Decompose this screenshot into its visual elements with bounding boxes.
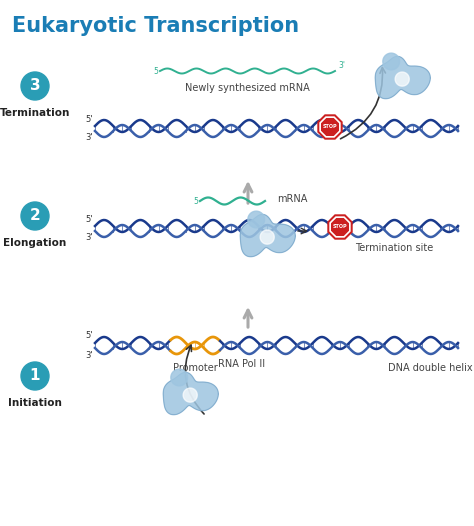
Text: 5': 5' bbox=[85, 331, 93, 340]
Text: 3: 3 bbox=[30, 78, 40, 94]
Text: 3': 3' bbox=[85, 134, 93, 143]
Text: 2: 2 bbox=[29, 208, 40, 224]
Text: 3': 3' bbox=[85, 350, 93, 359]
Polygon shape bbox=[163, 372, 218, 414]
Text: STOP: STOP bbox=[333, 225, 347, 229]
Polygon shape bbox=[395, 72, 409, 86]
Text: 3': 3' bbox=[338, 62, 345, 70]
Text: 5: 5 bbox=[193, 197, 198, 206]
Polygon shape bbox=[183, 388, 197, 402]
Text: 5': 5' bbox=[85, 215, 93, 224]
Polygon shape bbox=[383, 53, 400, 70]
Polygon shape bbox=[248, 211, 264, 228]
Polygon shape bbox=[240, 215, 295, 257]
Text: Elongation: Elongation bbox=[3, 238, 67, 248]
Text: RNA Pol II: RNA Pol II bbox=[218, 359, 265, 369]
Circle shape bbox=[21, 362, 49, 390]
Text: Eukaryotic Transcription: Eukaryotic Transcription bbox=[12, 16, 299, 36]
Text: 5': 5' bbox=[85, 115, 93, 124]
Text: DNA double helix: DNA double helix bbox=[388, 363, 472, 373]
Polygon shape bbox=[328, 215, 352, 239]
Text: Newly synthesized mRNA: Newly synthesized mRNA bbox=[185, 83, 310, 93]
Text: 1: 1 bbox=[30, 369, 40, 383]
Polygon shape bbox=[171, 369, 188, 386]
Text: STOP: STOP bbox=[323, 125, 337, 129]
Text: Promoter: Promoter bbox=[173, 363, 218, 373]
Text: Termination: Termination bbox=[0, 108, 70, 118]
Text: Termination site: Termination site bbox=[355, 243, 433, 253]
Polygon shape bbox=[318, 115, 342, 139]
Text: 5: 5 bbox=[153, 66, 158, 76]
Polygon shape bbox=[375, 56, 430, 99]
Text: 3': 3' bbox=[85, 234, 93, 242]
Circle shape bbox=[21, 202, 49, 230]
Polygon shape bbox=[260, 230, 274, 244]
Text: mRNA: mRNA bbox=[277, 194, 307, 204]
Circle shape bbox=[21, 72, 49, 100]
Text: Initiation: Initiation bbox=[8, 398, 62, 408]
